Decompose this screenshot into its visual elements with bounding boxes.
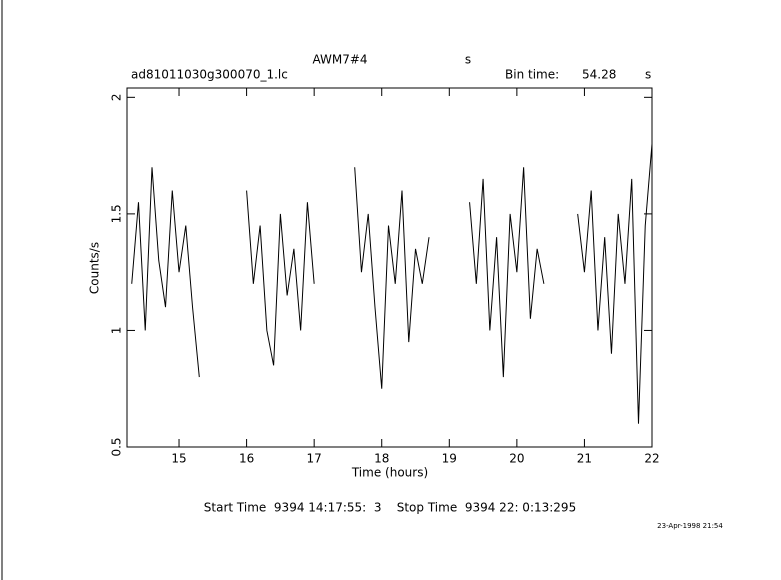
x-tick-label: 22 — [644, 452, 659, 466]
light-curve — [131, 143, 653, 424]
y-tick-label: 1.5 — [110, 204, 124, 223]
y-tick-label: 0.5 — [110, 437, 124, 456]
bin-label: Bin time: — [505, 68, 559, 82]
x-tick-label: 16 — [239, 452, 254, 466]
subtitle: ad81011030g300070_1.lc — [131, 68, 288, 82]
y-tick-label: 1 — [110, 327, 124, 335]
plot-frame — [126, 87, 653, 448]
x-tick-label: 18 — [374, 452, 389, 466]
x-tick-label: 17 — [307, 452, 322, 466]
title-unit: s — [465, 53, 471, 67]
bin-unit: s — [645, 68, 651, 82]
footer: Start Time 9394 14:17:55: 3 Stop Time 93… — [204, 501, 576, 515]
y-tick-label: 2 — [110, 94, 124, 102]
x-tick-label: 19 — [442, 452, 457, 466]
chart-title: AWM7#4 — [312, 53, 367, 67]
x-tick-label: 15 — [171, 452, 186, 466]
y-label: Counts/s — [88, 242, 102, 294]
x-label: Time (hours) — [351, 466, 428, 480]
x-tick-label: 20 — [509, 452, 524, 466]
date: 23-Apr-1998 21:54 — [657, 522, 723, 530]
bin-value: 54.28 — [582, 68, 616, 82]
x-tick-label: 21 — [577, 452, 592, 466]
